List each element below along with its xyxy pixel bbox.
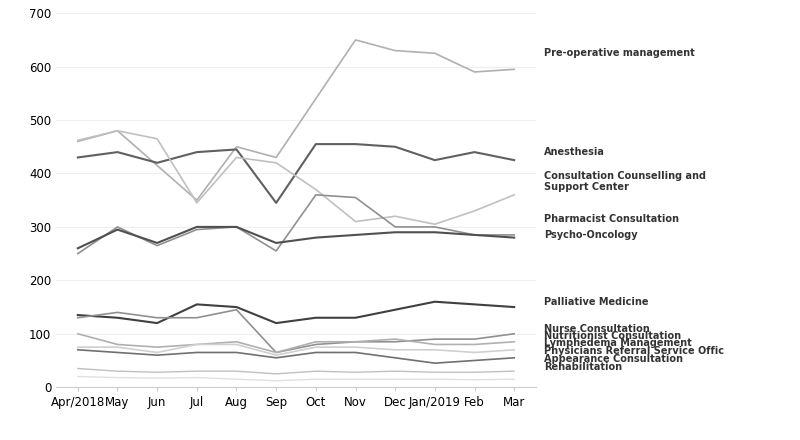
- Text: Physicians Referral Service Offic: Physicians Referral Service Offic: [544, 346, 724, 356]
- Text: Psycho-Oncology: Psycho-Oncology: [544, 230, 638, 240]
- Text: Nutritionist Consultation: Nutritionist Consultation: [544, 331, 681, 341]
- Text: Rehabilitation: Rehabilitation: [544, 362, 622, 372]
- Text: Pharmacist Consultation: Pharmacist Consultation: [544, 214, 679, 224]
- Text: Consultation Counselling and
Support Center: Consultation Counselling and Support Cen…: [544, 171, 706, 192]
- Text: Palliative Medicine: Palliative Medicine: [544, 297, 649, 307]
- Text: Appearance Consultation: Appearance Consultation: [544, 354, 683, 364]
- Text: Nurse Consultation: Nurse Consultation: [544, 324, 650, 334]
- Text: Anesthesia: Anesthesia: [544, 147, 605, 157]
- Text: Lymphedema Management: Lymphedema Management: [544, 338, 692, 348]
- Text: Pre-operative management: Pre-operative management: [544, 48, 694, 58]
